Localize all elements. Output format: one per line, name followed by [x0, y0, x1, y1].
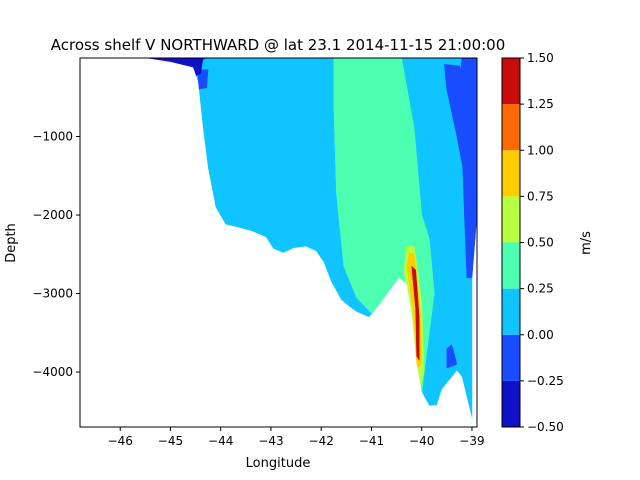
colorbar-band: [502, 104, 520, 151]
y-tick-label: −2000: [32, 208, 73, 222]
colorbar-tick-label: 0.00: [527, 328, 554, 342]
x-tick-label: −41: [359, 434, 384, 448]
x-tick-label: −45: [158, 434, 183, 448]
x-tick-label: −40: [409, 434, 434, 448]
y-tick-label: −3000: [32, 287, 73, 301]
y-tick-label: −4000: [32, 365, 73, 379]
colorbar-band: [502, 196, 520, 243]
colorbar-tick-label: 0.75: [527, 189, 554, 203]
colorbar-label: m/s: [579, 231, 594, 255]
bathymetry-mask: [80, 58, 477, 427]
plot-area: [80, 58, 477, 427]
y-axis: −1000 −2000 −3000 −4000: [32, 130, 80, 379]
chart-title: Across shelf V NORTHWARD @ lat 23.1 2014…: [51, 36, 506, 54]
x-axis-label: Longitude: [246, 456, 311, 471]
x-tick-label: −46: [108, 434, 133, 448]
colorbar: −0.50 −0.25 0.00 0.25 0.50 0.75 1.00 1.25 1.50: [501, 51, 564, 434]
x-tick-label: −39: [459, 434, 484, 448]
contour-region-5: [459, 58, 477, 279]
colorbar-tick-label: −0.25: [527, 374, 564, 388]
x-tick-label: −44: [208, 434, 233, 448]
colorbar-tick-label: 1.00: [527, 143, 554, 157]
x-tick-label: −43: [258, 434, 283, 448]
contour-region-9: [411, 265, 420, 362]
y-axis-label: Depth: [4, 223, 19, 263]
colorbar-tick-label: −0.50: [527, 420, 564, 434]
colorbar-band: [502, 242, 520, 289]
colorbar-tick-label: 1.25: [527, 97, 554, 111]
colorbar-band: [502, 150, 520, 197]
x-tick-label: −42: [309, 434, 334, 448]
colorbar-band: [502, 380, 520, 427]
x-axis: −46 −45 −44 −43 −42 −41 −40 −39: [108, 427, 485, 448]
colorbar-tick-label: 0.25: [527, 282, 554, 296]
colorbar-band: [502, 58, 520, 105]
contour-region-6: [446, 344, 458, 369]
colorbar-band: [502, 334, 520, 381]
colorbar-tick-label: 1.50: [527, 51, 554, 65]
colorbar-tick-label: 0.50: [527, 236, 554, 250]
y-tick-label: −1000: [32, 130, 73, 144]
colorbar-band: [502, 288, 520, 335]
plot-frame: [79, 57, 478, 428]
